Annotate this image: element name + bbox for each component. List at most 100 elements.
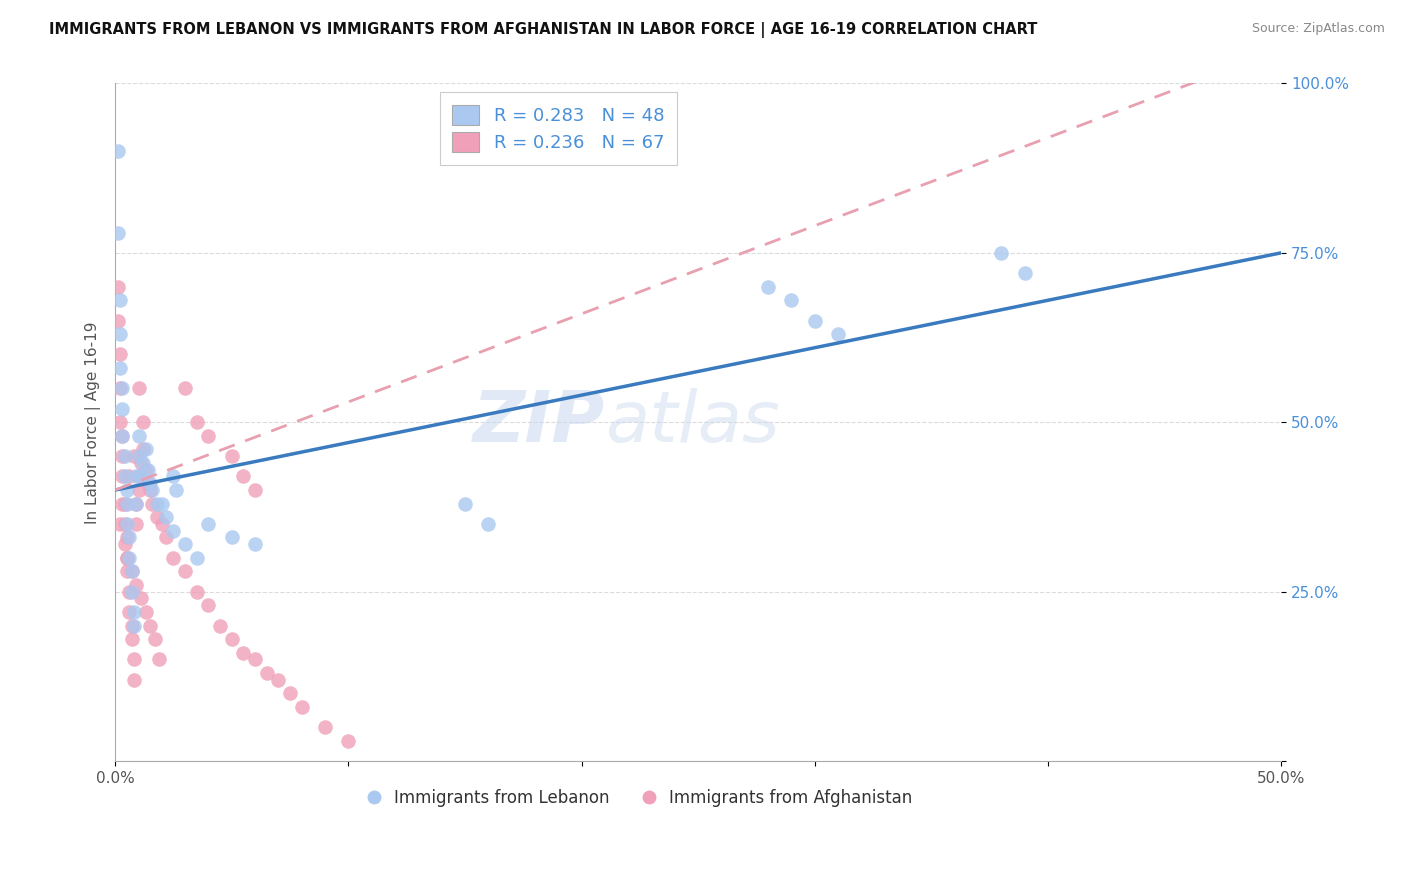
Point bbox=[150, 497, 173, 511]
Y-axis label: In Labor Force | Age 16-19: In Labor Force | Age 16-19 bbox=[86, 321, 101, 524]
Point bbox=[128, 381, 150, 395]
Point bbox=[243, 537, 266, 551]
Point bbox=[114, 537, 136, 551]
Point bbox=[128, 483, 150, 497]
Point bbox=[115, 531, 138, 545]
Point bbox=[477, 516, 499, 531]
Point bbox=[108, 327, 131, 342]
Point bbox=[314, 720, 336, 734]
Point bbox=[174, 381, 197, 395]
Point bbox=[134, 442, 156, 457]
Point bbox=[128, 449, 150, 463]
Point bbox=[122, 605, 145, 619]
Point bbox=[139, 476, 162, 491]
Point bbox=[337, 733, 360, 747]
Point bbox=[155, 531, 177, 545]
Point bbox=[221, 449, 243, 463]
Point bbox=[115, 497, 138, 511]
Point bbox=[118, 584, 141, 599]
Point bbox=[125, 469, 148, 483]
Point bbox=[129, 591, 152, 606]
Point bbox=[803, 313, 825, 327]
Point bbox=[114, 469, 136, 483]
Point bbox=[148, 652, 170, 666]
Point bbox=[125, 578, 148, 592]
Point bbox=[122, 652, 145, 666]
Point bbox=[115, 550, 138, 565]
Point bbox=[186, 584, 208, 599]
Point bbox=[143, 632, 166, 646]
Point bbox=[115, 483, 138, 497]
Point bbox=[165, 483, 187, 497]
Point bbox=[150, 516, 173, 531]
Point bbox=[125, 497, 148, 511]
Point bbox=[197, 516, 219, 531]
Point bbox=[134, 463, 156, 477]
Point bbox=[134, 605, 156, 619]
Point bbox=[121, 565, 143, 579]
Point bbox=[118, 605, 141, 619]
Point bbox=[139, 618, 162, 632]
Point bbox=[107, 279, 129, 293]
Text: Source: ZipAtlas.com: Source: ZipAtlas.com bbox=[1251, 22, 1385, 36]
Point bbox=[115, 550, 138, 565]
Point bbox=[108, 347, 131, 361]
Point bbox=[128, 469, 150, 483]
Point bbox=[221, 531, 243, 545]
Point bbox=[141, 483, 163, 497]
Text: IMMIGRANTS FROM LEBANON VS IMMIGRANTS FROM AFGHANISTAN IN LABOR FORCE | AGE 16-1: IMMIGRANTS FROM LEBANON VS IMMIGRANTS FR… bbox=[49, 22, 1038, 38]
Point bbox=[256, 665, 278, 680]
Point bbox=[291, 699, 314, 714]
Point bbox=[174, 565, 197, 579]
Point bbox=[162, 469, 184, 483]
Legend: Immigrants from Lebanon, Immigrants from Afghanistan: Immigrants from Lebanon, Immigrants from… bbox=[360, 782, 920, 814]
Text: atlas: atlas bbox=[605, 388, 779, 457]
Point bbox=[162, 550, 184, 565]
Point bbox=[243, 652, 266, 666]
Point bbox=[114, 497, 136, 511]
Point bbox=[114, 516, 136, 531]
Point bbox=[111, 497, 134, 511]
Point bbox=[122, 673, 145, 687]
Point bbox=[136, 476, 159, 491]
Point bbox=[111, 429, 134, 443]
Point bbox=[827, 327, 849, 342]
Point bbox=[139, 483, 162, 497]
Point bbox=[107, 145, 129, 159]
Point bbox=[108, 415, 131, 429]
Point bbox=[141, 497, 163, 511]
Point bbox=[278, 686, 301, 700]
Point bbox=[121, 618, 143, 632]
Point bbox=[111, 469, 134, 483]
Point bbox=[197, 598, 219, 612]
Text: ZIP: ZIP bbox=[472, 388, 605, 457]
Point bbox=[243, 483, 266, 497]
Point bbox=[121, 565, 143, 579]
Point bbox=[1014, 266, 1036, 280]
Point bbox=[186, 550, 208, 565]
Point bbox=[780, 293, 803, 308]
Point bbox=[115, 516, 138, 531]
Point bbox=[756, 279, 779, 293]
Point bbox=[155, 510, 177, 524]
Point bbox=[108, 361, 131, 376]
Point bbox=[108, 381, 131, 395]
Point bbox=[118, 550, 141, 565]
Point bbox=[232, 469, 254, 483]
Point bbox=[267, 673, 290, 687]
Point bbox=[107, 313, 129, 327]
Point bbox=[129, 456, 152, 470]
Point bbox=[125, 516, 148, 531]
Point bbox=[221, 632, 243, 646]
Point bbox=[115, 565, 138, 579]
Point bbox=[209, 618, 232, 632]
Point bbox=[136, 463, 159, 477]
Point bbox=[197, 429, 219, 443]
Point bbox=[146, 497, 169, 511]
Point bbox=[107, 226, 129, 240]
Point bbox=[121, 584, 143, 599]
Point bbox=[111, 429, 134, 443]
Point bbox=[114, 449, 136, 463]
Point bbox=[232, 646, 254, 660]
Point bbox=[990, 245, 1012, 260]
